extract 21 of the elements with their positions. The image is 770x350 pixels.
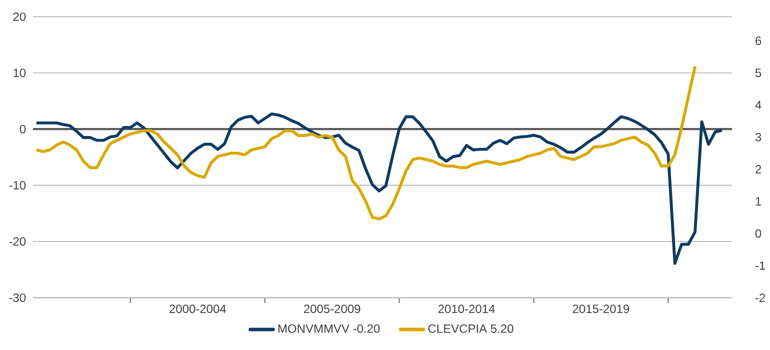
y2-tick-label: 0 [755,229,762,238]
y2-tick-label: 1 [756,197,762,206]
y-tick-label: -10 [9,181,26,190]
y-tick-label: 20 [13,12,26,21]
y-tick-label: -30 [9,293,26,302]
legend-label: CLEVCPIA 5.20 [428,324,514,333]
y2-tick-label: 5 [755,68,762,78]
x-tick-label: 2015-2019 [572,304,630,314]
x-tick-label: 2000-2004 [170,304,226,314]
y2-tick-label: 3 [755,132,762,142]
y2-tick-label: -2 [755,294,766,302]
y-tick-label: 0 [20,124,26,134]
y2-tick-label: 4 [755,100,762,110]
legend-label: MONVMMVV -0.20 [278,324,380,333]
y2-tick-label: 6 [756,36,762,46]
y-tick-label: -20 [9,237,26,246]
y2-tick-label: -1 [755,261,766,270]
y2-tick-label: 2 [756,165,762,174]
x-tick-label: 2010-2014 [438,304,495,314]
x-tick-label: 2005-2009 [304,304,360,314]
y-tick-label: 10 [14,68,26,78]
